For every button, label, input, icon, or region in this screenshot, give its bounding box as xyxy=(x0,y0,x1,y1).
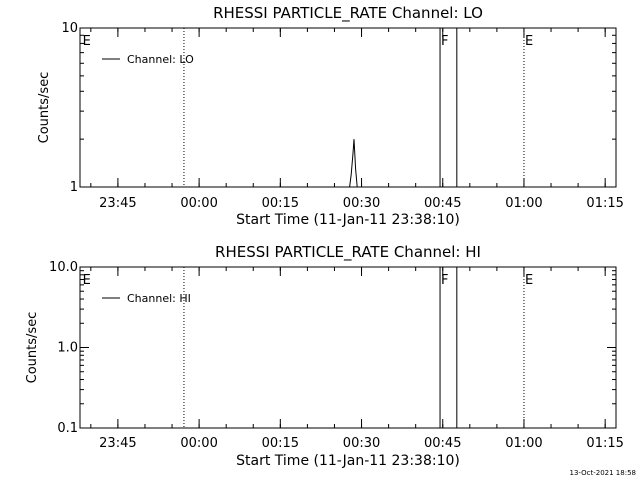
x-tick-label: 23:45 xyxy=(99,196,136,211)
x-tick-label: 01:15 xyxy=(586,436,623,451)
y-axis-label: Counts/sec xyxy=(37,72,52,144)
y-tick-label: 0.1 xyxy=(57,421,78,436)
x-tick-label: 00:15 xyxy=(262,436,299,451)
x-tick-label: 00:45 xyxy=(424,196,461,211)
panel-lo: RHESSI PARTICLE_RATE Channel: LO 23:45 00:… xyxy=(37,4,624,228)
x-tick-label: 01:00 xyxy=(505,196,542,211)
legend-entry: Channel: HI xyxy=(127,292,191,305)
plot-frame xyxy=(79,27,617,188)
x-tick-label: 00:00 xyxy=(180,196,217,211)
event-marker-label: E xyxy=(525,34,533,49)
x-tick-label: 23:45 xyxy=(99,436,136,451)
x-tick-label: 00:30 xyxy=(343,436,380,451)
x-tick-label: 01:15 xyxy=(586,196,623,211)
event-marker-label: E xyxy=(525,273,533,288)
x-axis-label: Start Time (11-Jan-11 23:38:10) xyxy=(236,453,460,469)
y-axis-label: Counts/sec xyxy=(25,312,40,384)
event-marker-label: E xyxy=(83,273,91,288)
y-tick-label: 10 xyxy=(61,21,78,36)
x-tick-label: 00:15 xyxy=(262,196,299,211)
event-marker-label: F xyxy=(441,273,448,288)
chart-title: RHESSI PARTICLE_RATE Channel: LO xyxy=(213,4,483,23)
y-tick-label: 1.0 xyxy=(57,341,78,356)
series-line xyxy=(349,139,358,188)
x-tick-label: 00:30 xyxy=(343,196,380,211)
x-tick-label: 00:45 xyxy=(424,436,461,451)
event-marker-label: E xyxy=(83,34,91,49)
x-tick-label: 01:00 xyxy=(505,436,542,451)
footer-timestamp: 13-Oct-2021 18:58 xyxy=(570,469,636,477)
panel-hi: RHESSI PARTICLE_RATE Channel: HI 23:45 00:… xyxy=(25,243,624,469)
chart-title: RHESSI PARTICLE_RATE Channel: HI xyxy=(215,243,481,262)
event-marker-label: F xyxy=(441,34,448,49)
y-tick-label: 1 xyxy=(70,180,78,195)
x-tick-label: 00:00 xyxy=(180,436,217,451)
legend-entry: Channel: LO xyxy=(127,53,194,66)
y-tick-label: 10.0 xyxy=(49,260,78,275)
x-axis-label: Start Time (11-Jan-11 23:38:10) xyxy=(236,212,460,228)
